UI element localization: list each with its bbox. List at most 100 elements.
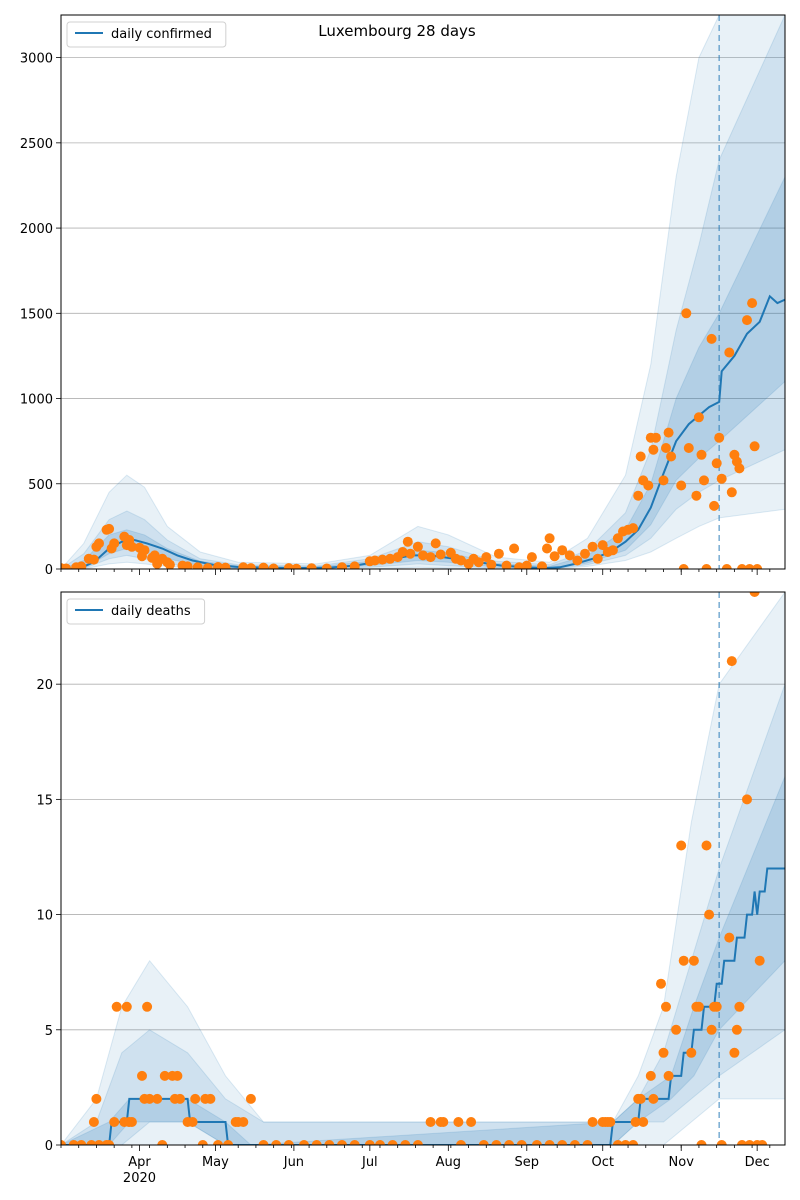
data-point [671,1024,682,1035]
data-point [238,1117,249,1127]
data-point [400,1140,411,1145]
data-point [526,552,537,563]
data-point [157,1140,168,1145]
data-point [711,458,722,469]
data-point [704,909,715,920]
data-point [412,1140,423,1145]
data-point [537,561,547,569]
deaths-y-ticks: 0 5 10 15 20 [36,678,61,1154]
data-point [91,1093,102,1104]
data-point [220,562,231,569]
data-point [197,1140,208,1145]
data-point [726,487,737,498]
data-point [187,1117,198,1127]
deaths-gridlines [61,683,785,1031]
data-point [478,1140,489,1145]
data-point [628,1140,639,1145]
data-point [369,555,380,566]
data-point [245,1093,256,1104]
data-point [111,1001,122,1012]
data-point [182,561,193,569]
data-point [650,432,661,443]
data-point [724,932,735,943]
data-point [486,559,497,569]
data-point [311,1140,322,1145]
y-tick-label: 0 [45,1139,53,1154]
data-point [742,315,752,326]
data-point [86,1140,97,1145]
y-tick-label: 20 [36,678,53,693]
data-point [701,840,712,851]
data-point [139,545,150,556]
data-point [681,308,692,319]
data-point [144,1093,155,1104]
data-point [544,533,555,544]
data-point [737,1140,747,1145]
legend-box [66,21,227,48]
data-point [580,548,590,559]
confirmed-axes-frame [60,14,786,570]
y-tick-label: 1000 [20,393,53,408]
data-point [663,427,674,438]
data-point [387,1140,398,1145]
data-point [481,552,492,563]
data-point [205,1093,216,1104]
data-point [612,533,623,544]
data-point [666,451,677,462]
data-point [693,412,704,423]
data-point [544,1140,555,1145]
y-tick-label: 2000 [20,222,53,237]
data-point [711,1001,722,1012]
deaths-axes-frame [60,591,786,1146]
data-point [701,564,712,569]
data-point [190,1093,201,1104]
data-point [453,1117,464,1127]
data-point [716,473,727,484]
data-point [412,541,423,552]
data-point [635,1093,646,1104]
y-tick-label: 1500 [20,307,53,322]
data-point [126,541,137,552]
band-outer [61,592,785,1145]
data-point [109,1117,120,1127]
data-point [425,1117,436,1127]
legend-label: daily deaths [111,604,191,619]
data-point [405,548,416,559]
data-point [699,475,709,486]
data-point [643,480,654,491]
data-point [172,1070,183,1081]
data-point [321,563,332,569]
band-inner [61,176,785,569]
data-point [192,562,203,569]
data-point [283,1140,294,1145]
data-point [531,1140,542,1145]
data-point [425,552,436,563]
data-point [268,563,279,569]
y-tick-label: 5 [45,1024,53,1039]
data-point [306,563,317,569]
data-point [223,1140,234,1145]
deaths-legend: daily deaths [66,598,206,625]
data-point [514,562,525,569]
y-tick-label: 3000 [20,52,53,67]
data-point [663,1070,674,1081]
data-point [724,347,735,358]
data-point [258,1140,269,1145]
data-point [126,1117,137,1127]
data-point [693,1001,704,1012]
data-point [678,564,689,569]
confirmed-panel: 0 500 1000 1500 2000 2500 3000 Luxembourg 28 d… [20,14,786,578]
data-point [104,1140,115,1145]
data-point [473,557,484,568]
data-point [729,1047,740,1058]
data-point [549,551,560,562]
data-point [142,1001,153,1012]
data-point [696,1140,707,1145]
confirmed-legend: daily confirmed [66,21,227,48]
y-tick-label: 0 [45,563,53,578]
data-point [737,564,747,569]
data-point [569,1140,580,1145]
data-point [747,298,758,309]
data-point [752,564,763,569]
